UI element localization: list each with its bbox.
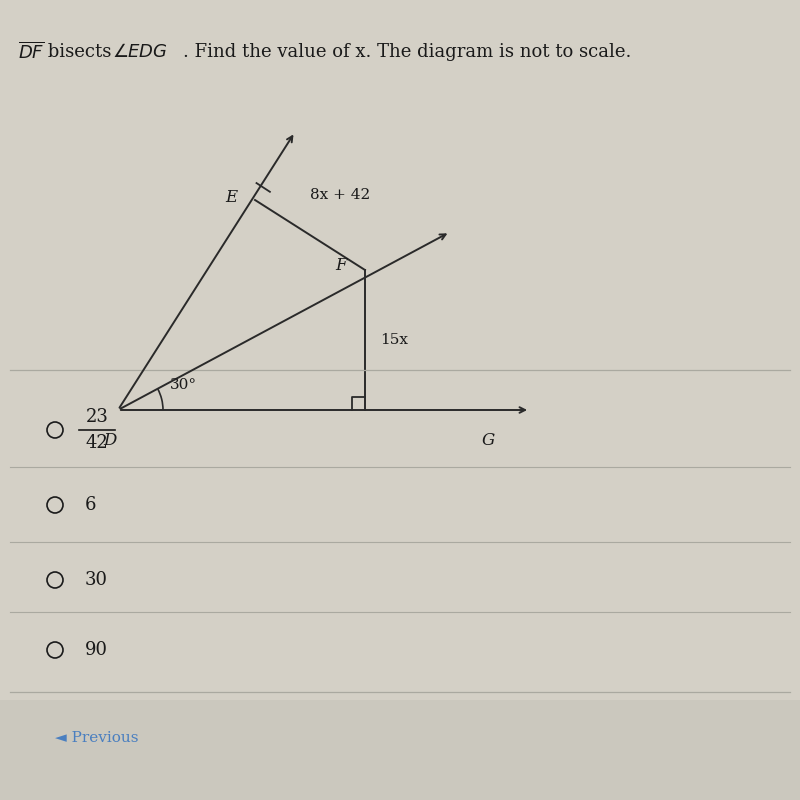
Text: $\angle$: $\angle$: [112, 43, 128, 61]
Text: 30°: 30°: [170, 378, 197, 392]
Text: ◄ Previous: ◄ Previous: [55, 731, 138, 745]
Text: 8x + 42: 8x + 42: [310, 188, 370, 202]
Text: 15x: 15x: [380, 333, 408, 347]
Text: 6: 6: [85, 496, 97, 514]
Text: F: F: [335, 257, 347, 274]
Text: 90: 90: [85, 641, 108, 659]
Text: bisects: bisects: [42, 43, 117, 61]
Text: $EDG$: $EDG$: [127, 43, 167, 61]
Text: E: E: [225, 190, 237, 206]
Text: D: D: [103, 432, 117, 449]
Bar: [0, 0, 800, 700]
Bar: [0, 700, 800, 800]
Text: $\overline{DF}$: $\overline{DF}$: [18, 42, 45, 62]
Text: 23: 23: [86, 408, 109, 426]
Text: G: G: [482, 432, 494, 449]
Text: 42: 42: [86, 434, 108, 452]
Text: . Find the value of x. The diagram is not to scale.: . Find the value of x. The diagram is no…: [183, 43, 631, 61]
Text: 30: 30: [85, 571, 108, 589]
